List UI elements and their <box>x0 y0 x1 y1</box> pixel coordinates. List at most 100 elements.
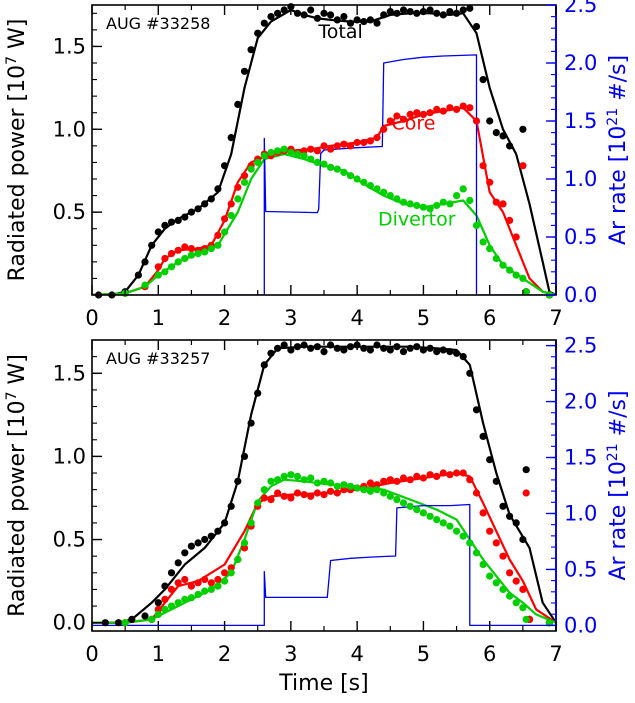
y2-tick-label: 1.0 <box>564 501 597 525</box>
core-point-15 <box>240 172 249 180</box>
divertor-point-24 <box>300 476 308 484</box>
total-point-10 <box>181 213 189 221</box>
total-point-0 <box>101 619 109 627</box>
divertor-point-18 <box>260 486 268 494</box>
total-point-45 <box>426 344 434 352</box>
total-point-43 <box>413 343 421 351</box>
core-point-44 <box>433 472 441 480</box>
core-point-40 <box>406 476 414 484</box>
y-axis-title: Radiated power [107 W] <box>4 354 30 617</box>
divertor-point-23 <box>293 150 302 158</box>
divertor-point-43 <box>426 512 434 520</box>
divertor-point-46 <box>446 522 454 530</box>
divertor-point-31 <box>346 172 355 180</box>
core-point-53 <box>492 198 500 206</box>
chart-panel-1: 0 1 2 3 4 5 6 7 0.5 1.0 1.5 0.0 0.5 1.0 1.5 2.0 2.5 Radia… <box>4 0 631 330</box>
core-point-3 <box>161 254 169 263</box>
total-point-5 <box>148 241 156 249</box>
core-point-22 <box>287 494 295 502</box>
divertor-point-15 <box>240 539 249 547</box>
total-point-60 <box>519 125 527 133</box>
total-point-19 <box>240 67 249 75</box>
divertor-point-15 <box>240 178 249 186</box>
x-tick-label: 3 <box>284 642 297 666</box>
total-point-51 <box>453 9 461 17</box>
core-point-39 <box>399 115 408 123</box>
core-point-24 <box>300 491 308 499</box>
divertor-point-44 <box>433 516 441 524</box>
y2-tick-label: 2.0 <box>564 51 597 75</box>
core-point-28 <box>327 145 335 153</box>
total-point-37 <box>373 341 381 349</box>
total-point-12 <box>194 205 202 213</box>
shot-label: AUG #33258 <box>106 14 210 33</box>
total-point-43 <box>399 6 408 14</box>
divertor-point-29 <box>333 482 341 490</box>
total-point-41 <box>386 8 394 16</box>
total-point-30 <box>327 341 335 349</box>
core-point-48 <box>459 469 467 477</box>
divertor-point-47 <box>453 527 461 535</box>
core-point-43 <box>426 109 434 117</box>
divertor-point-41 <box>413 201 421 210</box>
total-point-47 <box>426 6 434 14</box>
divertor-point-20 <box>274 147 282 155</box>
total-point-22 <box>260 19 268 27</box>
divertor-point-50 <box>472 221 481 229</box>
total-point-53 <box>479 432 487 440</box>
divertor-point-17 <box>254 499 262 507</box>
divertor-point-27 <box>320 477 328 485</box>
total-point-57 <box>492 129 500 137</box>
total-point-32 <box>327 11 335 19</box>
core-point-52 <box>486 527 494 535</box>
total-point-59 <box>519 535 527 544</box>
core-point-15 <box>240 544 249 552</box>
divertor-point-43 <box>426 205 434 213</box>
core-point-37 <box>386 476 394 484</box>
divertor-point-40 <box>406 502 414 510</box>
total-point-7 <box>174 559 182 567</box>
divertor-point-3 <box>161 605 169 614</box>
divertor-point-48 <box>459 532 467 540</box>
core-point-11 <box>214 575 222 584</box>
total-point-21 <box>267 349 275 357</box>
total-point-18 <box>247 419 255 427</box>
x-tick-label: 4 <box>350 306 363 330</box>
divertor-point-24 <box>300 152 308 160</box>
core-point-39 <box>399 474 408 482</box>
divertor-point-49 <box>466 196 474 205</box>
total-point-13 <box>214 527 222 535</box>
core-point-34 <box>366 137 374 145</box>
divertor-point-5 <box>174 258 182 266</box>
core-point-54 <box>499 552 507 560</box>
total-point-3 <box>134 271 142 279</box>
core-point-46 <box>446 471 454 479</box>
divertor-line <box>92 478 556 624</box>
divertor-point-38 <box>393 195 401 203</box>
core-point-33 <box>360 138 368 147</box>
core-point-9 <box>201 575 209 584</box>
core-point-20 <box>274 489 282 497</box>
total-point-46 <box>433 348 441 356</box>
divertor-point-17 <box>254 158 262 166</box>
total-point-13 <box>201 200 209 208</box>
total-point-1 <box>114 619 123 627</box>
core-point-24 <box>300 147 308 155</box>
total-point-16 <box>234 477 242 485</box>
divertor-point-7 <box>187 251 195 259</box>
core-point-27 <box>320 491 328 499</box>
core-point-42 <box>419 110 427 118</box>
ar-rate-line <box>92 503 556 627</box>
x-tick-label: 0 <box>85 306 98 330</box>
divertor-point-16 <box>247 519 255 527</box>
core-point-5 <box>174 246 182 254</box>
core-point-55 <box>506 216 514 224</box>
core-point-57 <box>519 162 527 170</box>
divertor-point-56 <box>512 271 520 279</box>
ar-rate-line <box>92 54 556 295</box>
x-tick-label: 1 <box>152 306 165 330</box>
total-point-19 <box>254 389 262 397</box>
chart-panel-2: 0 1 2 3 4 5 6 70.00.51.01.50.00.51.01.52.02.5Ra… <box>4 334 631 696</box>
core-point-36 <box>380 125 388 133</box>
core-point-27 <box>320 142 328 150</box>
